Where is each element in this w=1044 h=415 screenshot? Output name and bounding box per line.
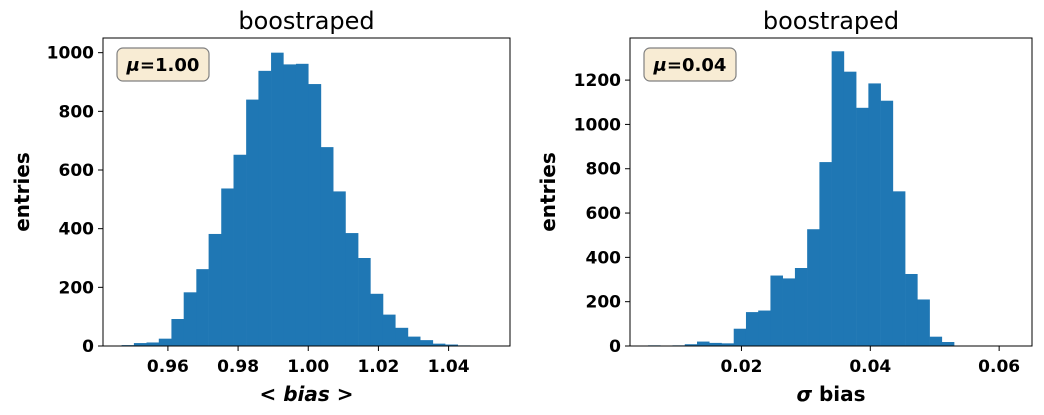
histogram-bar	[171, 319, 184, 346]
y-tick-label: 200	[586, 293, 622, 313]
histogram-bar	[831, 51, 845, 346]
annotation-text: μ=1.00	[126, 55, 200, 76]
histogram-bar	[333, 191, 346, 346]
histogram-bar	[221, 188, 234, 346]
histogram-bar	[395, 327, 409, 346]
x-tick-label: 0.06	[978, 357, 1020, 377]
y-tick-label: 400	[586, 248, 622, 268]
histogram-bar	[819, 162, 832, 346]
y-tick-label: 1000	[574, 115, 621, 135]
y-axis-label: entries	[536, 152, 560, 232]
histogram-bar	[782, 278, 796, 346]
histogram-bar	[770, 275, 783, 346]
histogram-bar	[929, 336, 943, 346]
annotation-box	[116, 47, 210, 82]
histogram-bar	[892, 191, 906, 346]
histogram-bar	[807, 229, 820, 346]
y-axis-label: entries	[10, 152, 34, 232]
x-tick-label: 1.02	[357, 357, 399, 377]
histogram-bar	[684, 344, 698, 346]
histogram-bar	[370, 293, 384, 346]
y-tick-label: 0	[82, 337, 94, 357]
y-tick-label: 1200	[574, 71, 621, 91]
axes-frame	[102, 37, 511, 347]
chart-title: boostraped	[763, 7, 899, 35]
histogram-bar	[733, 328, 747, 346]
histogram-bar	[880, 100, 894, 347]
y-tick-label: 600	[586, 204, 622, 224]
y-tick-label: 200	[59, 278, 95, 298]
y-tick-label: 800	[59, 102, 95, 122]
histogram-bar	[407, 336, 421, 346]
x-axis-label: < bias >	[259, 382, 353, 406]
annotation-box	[643, 47, 737, 82]
histogram-bar	[358, 258, 371, 346]
histogram-bar	[794, 268, 808, 346]
x-tick-label: 0.04	[849, 357, 891, 377]
y-tick-label: 1000	[47, 44, 94, 64]
histogram-bar	[697, 341, 710, 346]
histogram-bar	[432, 343, 446, 346]
x-tick-label: 1.00	[287, 357, 329, 377]
x-tick-label: 0.96	[147, 357, 189, 377]
histogram-bar	[258, 70, 272, 346]
annotation-text: μ=0.04	[653, 55, 727, 76]
histogram-bar	[320, 147, 334, 346]
histogram-bar	[941, 342, 955, 346]
histogram-bar	[420, 340, 434, 346]
histogram-bar	[308, 84, 322, 347]
histogram-bar	[345, 233, 359, 346]
x-tick-label: 0.98	[217, 357, 259, 377]
histogram-bar	[856, 107, 869, 346]
histogram-bar	[445, 344, 459, 346]
histogram-bar	[843, 71, 857, 347]
x-tick-label: 1.04	[428, 357, 470, 377]
histogram-bar	[271, 52, 284, 347]
histogram-bar	[745, 312, 759, 346]
histogram-bar	[758, 310, 771, 346]
histogram-bar	[133, 343, 147, 346]
x-tick-label: 0.02	[720, 357, 762, 377]
y-tick-label: 600	[59, 161, 95, 181]
histogram-bar	[233, 154, 247, 346]
y-tick-label: 800	[586, 160, 622, 180]
histogram-bar	[183, 292, 197, 346]
histogram-bar	[709, 342, 722, 346]
histogram-bar	[917, 299, 930, 346]
histogram-bar	[208, 233, 222, 346]
histogram-bar	[295, 63, 309, 347]
histogram-bar	[283, 64, 297, 347]
chart-title: boostraped	[238, 7, 374, 35]
histogram-bar	[868, 83, 881, 347]
axes-frame	[629, 37, 1033, 347]
histogram-bar	[246, 99, 259, 346]
histogram-bar	[196, 269, 209, 346]
histogram-bar	[158, 338, 172, 346]
y-tick-label: 0	[609, 337, 621, 357]
histogram-bar	[146, 342, 160, 346]
y-tick-label: 400	[59, 220, 95, 240]
histogram-bar	[905, 273, 918, 346]
x-axis-label: σ bias	[796, 382, 865, 406]
histogram-bar	[382, 314, 396, 346]
histogram-bar	[721, 343, 735, 346]
